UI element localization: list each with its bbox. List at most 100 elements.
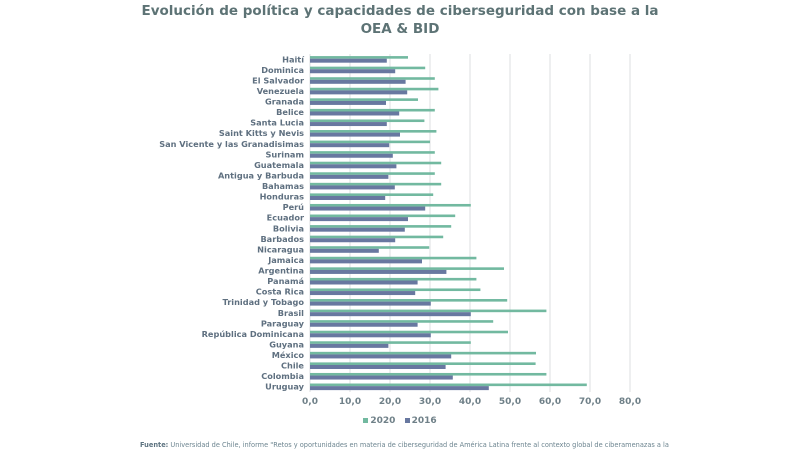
bar-2020 (310, 140, 430, 144)
x-tick-label: 70,0 (579, 397, 601, 407)
category-label: Santa Lucia (250, 118, 304, 128)
bar-2016 (310, 153, 393, 158)
x-tick-label: 20,0 (379, 397, 401, 407)
category-label: Costa Rica (256, 287, 304, 297)
bar-2020 (310, 87, 439, 91)
category-label: Bolivia (273, 223, 304, 233)
bar-2020 (310, 66, 426, 70)
bar-2016 (310, 354, 452, 359)
bar-2016 (310, 122, 387, 127)
bar-2020 (310, 56, 408, 59)
bar-2016 (310, 386, 489, 391)
x-tick-label: 10,0 (339, 397, 361, 407)
bar-2016 (310, 111, 400, 116)
category-label: Antigua y Barbuda (218, 170, 304, 180)
category-label: Paraguay (261, 318, 305, 328)
bar-2020 (310, 172, 435, 175)
bar-2016 (310, 100, 386, 105)
bar-2020 (310, 214, 456, 218)
category-label: Nicaragua (257, 244, 304, 254)
legend-swatch-2016 (404, 418, 410, 423)
category-label: Surinam (266, 149, 304, 159)
chart-title-line-2: OEA & BID (360, 21, 440, 37)
bar-2020 (310, 235, 444, 239)
bar-2016 (310, 143, 390, 148)
category-label: Guyana (269, 339, 304, 349)
bar-2020 (310, 246, 430, 249)
x-tick-label: 40,0 (459, 397, 481, 407)
chart-title-line-1: Evolución de política y capacidades de c… (141, 3, 659, 19)
bar-2016 (310, 217, 408, 222)
chart-title: Evolución de política y capacidades de c… (0, 2, 800, 38)
bar-2020 (310, 277, 477, 281)
bar-2020 (310, 130, 437, 133)
bar-2020 (310, 119, 425, 123)
category-label: Dominica (261, 65, 304, 75)
category-label: Guatemala (254, 160, 304, 170)
category-label: Colombia (261, 371, 304, 381)
category-label: Argentina (258, 266, 304, 276)
bar-2016 (310, 132, 400, 137)
category-label: Perú (283, 202, 305, 212)
bar-2016 (310, 58, 387, 63)
category-label: Venezuela (257, 86, 304, 96)
x-tick-label: 30,0 (419, 397, 441, 407)
category-label: Bahamas (262, 181, 304, 191)
category-label: Ecuador (267, 213, 305, 223)
bar-2016 (310, 280, 418, 285)
bar-2020 (310, 351, 536, 355)
bar-2016 (310, 312, 471, 317)
legend-item-2016: 2016 (404, 416, 437, 426)
bar-2016 (310, 238, 396, 243)
category-label: Barbados (260, 234, 304, 244)
x-tick-label: 60,0 (539, 397, 561, 407)
bar-2020 (310, 330, 508, 334)
bar-2016 (310, 227, 405, 232)
bar-2016 (310, 195, 386, 200)
category-label: Uruguay (265, 382, 304, 392)
category-label: Honduras (260, 192, 305, 202)
category-label: Chile (281, 361, 304, 371)
bar-2020 (310, 225, 452, 228)
bar-2016 (310, 248, 379, 253)
category-label: El Salvador (252, 75, 305, 85)
source-footnote: Fuente: Universidad de Chile, informe "R… (140, 441, 669, 449)
bar-2020 (310, 267, 504, 270)
bar-2016 (310, 375, 453, 380)
category-label: Saint Kitts y Nevis (219, 128, 304, 138)
bar-2020 (310, 108, 435, 112)
legend-swatch-2020 (363, 418, 369, 423)
category-label: Haití (282, 54, 305, 64)
category-label: México (272, 350, 305, 360)
bar-2020 (310, 288, 481, 292)
x-tick-label: 50,0 (499, 397, 521, 407)
bar-2016 (310, 343, 389, 348)
bar-2020 (310, 182, 442, 186)
bar-2016 (310, 90, 408, 95)
bar-2020 (310, 341, 471, 344)
legend: 2020 2016 (0, 416, 800, 426)
bar-2020 (310, 299, 508, 302)
x-tick-label: 80,0 (619, 397, 641, 407)
bar-2020 (310, 193, 434, 196)
x-tick-label: 0,0 (302, 397, 318, 407)
bar-2016 (310, 206, 426, 211)
bar-2016 (310, 269, 447, 274)
bar-2020 (310, 256, 477, 260)
bar-2020 (310, 151, 435, 154)
bar-2016 (310, 291, 416, 296)
bar-2020 (310, 161, 442, 165)
bar-2020 (310, 372, 547, 376)
category-label: Trinidad y Tobago (223, 297, 305, 307)
category-label: San Vicente y las Granadisimas (159, 139, 304, 149)
category-label: República Dominicana (202, 329, 304, 339)
legend-item-2020: 2020 (363, 416, 395, 426)
bar-2016 (310, 164, 397, 169)
category-label: Brasil (278, 308, 304, 318)
bar-2016 (310, 69, 396, 74)
bar-2016 (310, 333, 431, 338)
bar-2016 (310, 174, 389, 179)
bar-2016 (310, 322, 418, 327)
bar-2016 (310, 364, 446, 369)
bar-2016 (310, 79, 406, 84)
